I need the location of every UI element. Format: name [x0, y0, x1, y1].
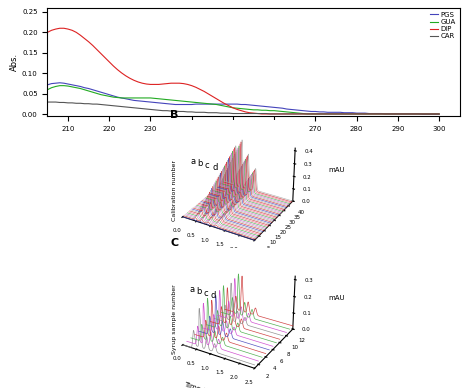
X-axis label: Time (min): Time (min) — [183, 253, 221, 271]
Line: GUA: GUA — [47, 86, 439, 114]
DIP — [246, 110, 252, 115]
PGS — [408, 112, 413, 116]
X-axis label: Wavelength (nm): Wavelength (nm) — [217, 138, 290, 147]
GUA — [246, 107, 252, 112]
PGS — [437, 112, 442, 117]
PGS — [246, 102, 252, 107]
DIP — [411, 112, 417, 116]
GUA — [102, 93, 108, 98]
PGS — [259, 104, 264, 109]
Legend: PGS, GUA, DIP, CAR: PGS, GUA, DIP, CAR — [429, 11, 456, 40]
X-axis label: Time (min): Time (min) — [183, 381, 221, 388]
Text: Syrup sample number: Syrup sample number — [172, 284, 177, 353]
DIP — [102, 55, 108, 60]
CAR — [243, 111, 248, 116]
GUA — [57, 83, 63, 88]
DIP — [160, 82, 166, 87]
CAR — [267, 112, 273, 116]
GUA — [45, 87, 50, 92]
DIP — [263, 112, 269, 116]
GUA — [304, 112, 310, 116]
GUA — [437, 112, 442, 116]
DIP — [259, 112, 264, 116]
CAR — [255, 111, 261, 116]
Text: A: A — [10, 0, 19, 1]
Text: Calibration number: Calibration number — [172, 160, 177, 221]
CAR — [98, 102, 104, 107]
PGS — [218, 102, 223, 106]
PGS — [420, 112, 426, 117]
CAR — [45, 100, 50, 104]
PGS — [45, 83, 50, 87]
DIP — [57, 26, 63, 31]
GUA — [218, 103, 223, 107]
GUA — [411, 112, 417, 116]
GUA — [160, 97, 166, 102]
DIP — [45, 30, 50, 35]
Line: DIP: DIP — [47, 28, 439, 114]
CAR — [214, 110, 219, 115]
Text: B: B — [171, 110, 179, 120]
Y-axis label: Abs.: Abs. — [10, 53, 19, 71]
CAR — [408, 112, 413, 116]
Line: CAR: CAR — [47, 102, 439, 114]
PGS — [57, 80, 63, 85]
GUA — [259, 108, 264, 113]
CAR — [437, 112, 442, 116]
DIP — [218, 99, 223, 104]
Line: PGS: PGS — [47, 83, 439, 114]
PGS — [160, 101, 166, 106]
CAR — [156, 108, 162, 113]
DIP — [437, 112, 442, 116]
Text: C: C — [171, 238, 179, 248]
PGS — [102, 91, 108, 96]
